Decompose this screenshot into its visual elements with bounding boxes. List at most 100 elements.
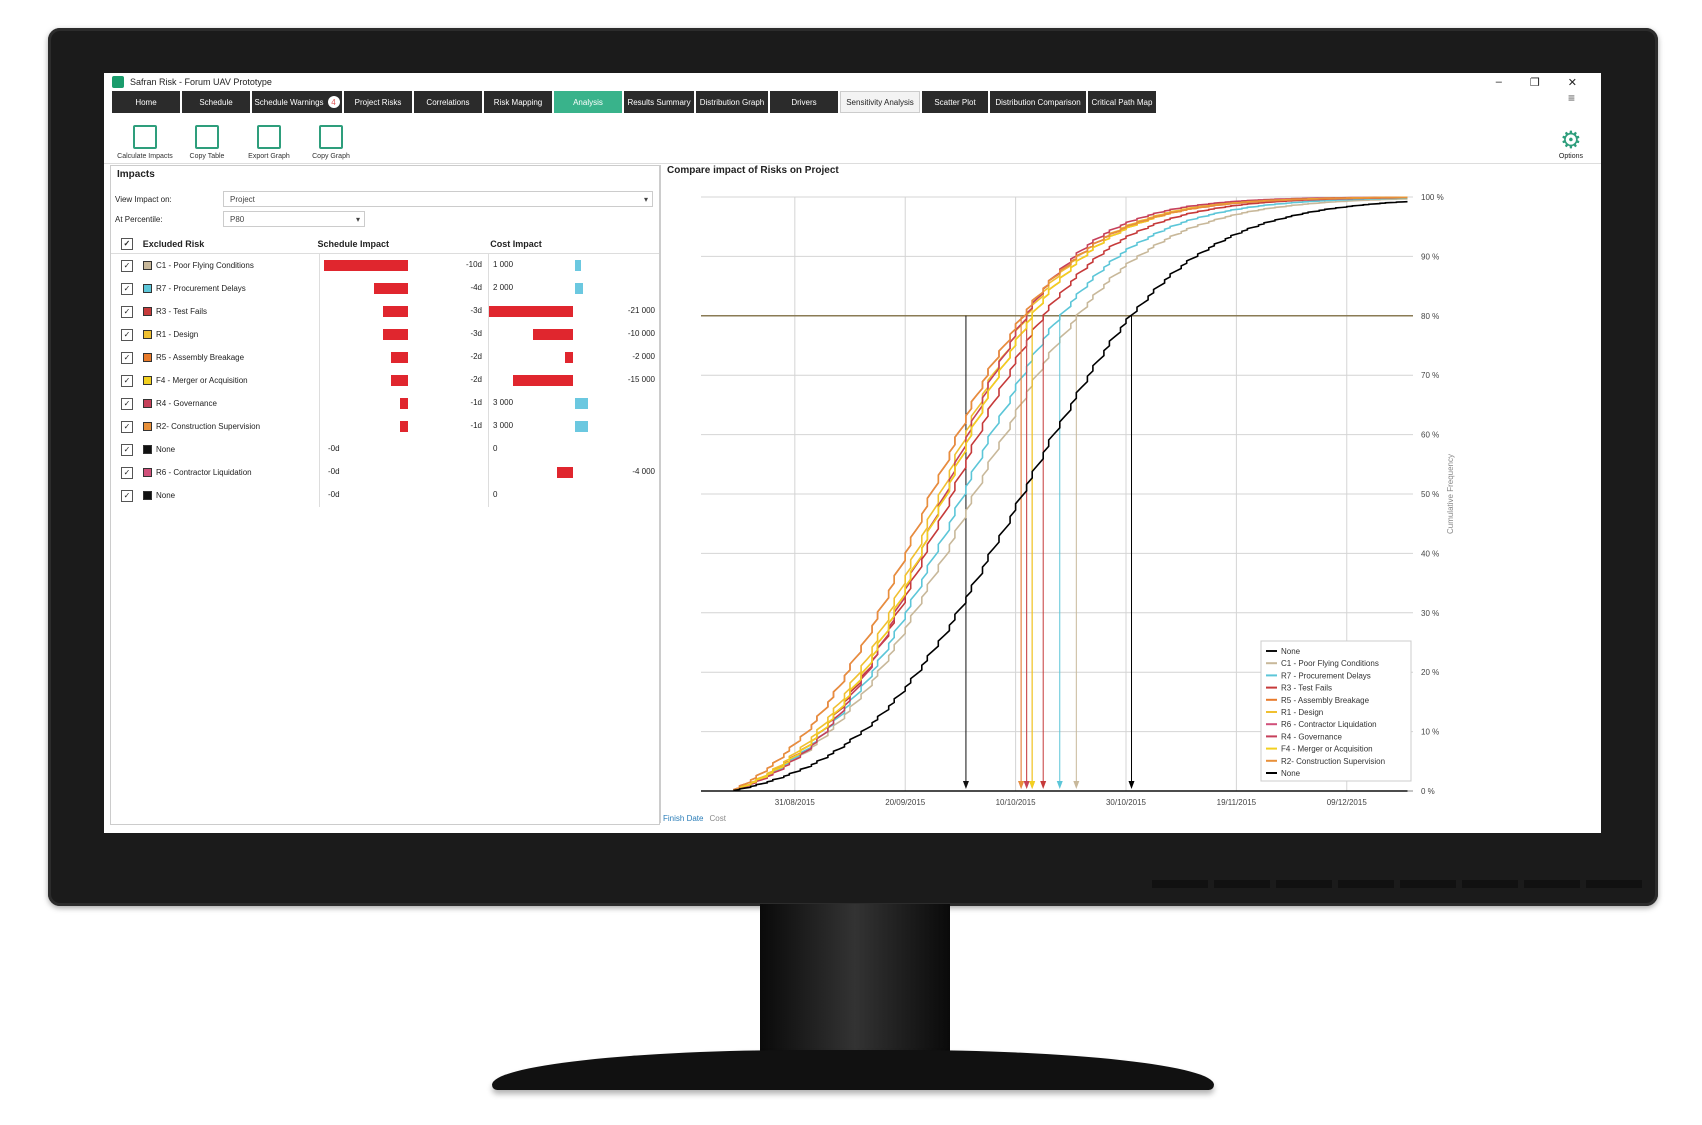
schedule-value: -3d [470, 329, 482, 338]
row-checkbox[interactable]: ✓ [121, 420, 133, 433]
table-row[interactable]: ✓ None -0d 0 [111, 438, 659, 461]
risk-color-swatch [143, 491, 152, 500]
schedule-bar [374, 283, 408, 294]
risk-color-swatch [143, 376, 152, 385]
table-row[interactable]: ✓ R5 - Assembly Breakage -2d -2 000 [111, 346, 659, 369]
calculator-icon [133, 125, 157, 149]
table-row[interactable]: ✓ R2- Construction Supervision -1d 3 000 [111, 415, 659, 438]
risk-color-swatch [143, 422, 152, 431]
y-axis-label: Cumulative Frequency [1446, 454, 1455, 534]
row-checkbox[interactable]: ✓ [121, 259, 133, 272]
tab-critical-path-map[interactable]: Critical Path Map [1088, 91, 1156, 113]
risk-color-swatch [143, 399, 152, 408]
cdf-series-line [733, 198, 1408, 791]
row-checkbox[interactable]: ✓ [121, 328, 133, 341]
risk-name: C1 - Poor Flying Conditions [156, 261, 254, 270]
p80-arrow [1040, 781, 1047, 789]
p80-arrow [1056, 781, 1063, 789]
maximize-button[interactable]: ❐ [1529, 76, 1540, 89]
row-checkbox[interactable]: ✓ [121, 397, 133, 410]
legend-entry: R1 - Design [1281, 708, 1323, 717]
tab-sensitivity-analysis[interactable]: Sensitivity Analysis [840, 91, 920, 113]
table-row[interactable]: ✓ None -0d 0 [111, 484, 659, 507]
row-checkbox[interactable]: ✓ [121, 466, 133, 479]
tab-label: Critical Path Map [1091, 97, 1153, 107]
export-graph-button[interactable]: Export Graph [238, 125, 300, 163]
row-checkbox[interactable]: ✓ [121, 351, 133, 364]
tab-label: Scatter Plot [934, 97, 976, 107]
row-checkbox[interactable]: ✓ [121, 305, 133, 318]
cost-impact-header[interactable]: Cost Impact [490, 239, 542, 249]
cost-bar [532, 329, 573, 340]
minimize-button[interactable]: – [1495, 75, 1502, 88]
x-tick-label: 19/11/2015 [1217, 798, 1257, 807]
tab-label: Drivers [791, 97, 817, 107]
percentile-select[interactable]: P80 [223, 211, 365, 227]
tab-cost[interactable]: Cost [709, 814, 726, 823]
schedule-bar [324, 260, 408, 271]
tab-analysis[interactable]: Analysis [554, 91, 622, 113]
tab-distribution-comparison[interactable]: Distribution Comparison [990, 91, 1086, 113]
row-checkbox[interactable]: ✓ [121, 282, 133, 295]
impacts-table-header: ✓ Excluded Risk Schedule Impact Cost Imp… [111, 235, 659, 254]
legend-entry: None [1281, 647, 1301, 656]
view-impact-select[interactable]: Project [223, 191, 653, 207]
tab-schedule-warnings[interactable]: Schedule Warnings 4 [252, 91, 342, 113]
table-row[interactable]: ✓ R6 - Contractor Liquidation -0d -4 000 [111, 461, 659, 484]
table-row[interactable]: ✓ R3 - Test Fails -3d -21 000 [111, 300, 659, 323]
row-checkbox[interactable]: ✓ [121, 374, 133, 387]
cost-bar [512, 375, 573, 386]
tab-label: Analysis [573, 97, 603, 107]
risk-name: R6 - Contractor Liquidation [156, 468, 252, 477]
schedule-impact-header[interactable]: Schedule Impact [317, 239, 389, 249]
tab-drivers[interactable]: Drivers [770, 91, 838, 113]
copy-table-label: Copy Table [189, 153, 225, 160]
legend-entry: None [1281, 769, 1301, 778]
copy-graph-button[interactable]: Copy Graph [300, 125, 362, 163]
view-impact-label: View Impact on: [115, 194, 172, 204]
tab-schedule[interactable]: Schedule [182, 91, 250, 113]
options-button[interactable]: ⚙ Options [1559, 129, 1583, 163]
table-row[interactable]: ✓ R4 - Governance -1d 3 000 [111, 392, 659, 415]
tab-risk-mapping[interactable]: Risk Mapping [484, 91, 552, 113]
risk-name: F4 - Merger or Acquisition [156, 376, 248, 385]
y-tick-label: 60 % [1421, 431, 1439, 440]
menu-icon[interactable]: ≡ [1567, 91, 1575, 105]
bottom-tabs: Finish Date Cost [663, 814, 726, 823]
table-row[interactable]: ✓ C1 - Poor Flying Conditions -10d 1 000 [111, 254, 659, 277]
table-row[interactable]: ✓ R1 - Design -3d -10 000 [111, 323, 659, 346]
excluded-risk-header[interactable]: Excluded Risk [142, 239, 205, 249]
tab-correlations[interactable]: Correlations [414, 91, 482, 113]
tab-finish-date[interactable]: Finish Date [663, 814, 704, 823]
cdf-series-line [733, 197, 1408, 791]
monitor-stand-foot [492, 1050, 1214, 1090]
select-all-checkbox[interactable]: ✓ [120, 238, 133, 250]
tab-scatter-plot[interactable]: Scatter Plot [922, 91, 988, 113]
schedule-bar [382, 329, 408, 340]
table-row[interactable]: ✓ R7 - Procurement Delays -4d 2 000 [111, 277, 659, 300]
table-row[interactable]: ✓ F4 - Merger or Acquisition -2d -15 000 [111, 369, 659, 392]
tab-home[interactable]: Home [112, 91, 180, 113]
close-button[interactable]: ✕ [1567, 76, 1577, 89]
copy-table-button[interactable]: Copy Table [176, 125, 238, 163]
row-checkbox[interactable]: ✓ [121, 489, 133, 502]
tab-label: Distribution Comparison [995, 97, 1081, 107]
tab-project-risks[interactable]: Project Risks [344, 91, 412, 113]
toolbar: Calculate Impacts Copy Table Export Grap… [104, 113, 1601, 164]
tab-label: Risk Mapping [493, 97, 543, 107]
chart-title: Compare impact of Risks on Project [667, 165, 839, 176]
legend-entry: R2- Construction Supervision [1281, 757, 1385, 766]
options-label: Options [1558, 153, 1583, 160]
monitor-vents [1152, 880, 1642, 888]
copy-graph-icon [319, 125, 343, 149]
p80-arrow [962, 781, 969, 789]
cdf-series-line [733, 200, 1408, 792]
cost-value: -15 000 [627, 375, 655, 384]
tab-distribution-graph[interactable]: Distribution Graph [696, 91, 768, 113]
calculate-impacts-button[interactable]: Calculate Impacts [114, 125, 176, 163]
row-checkbox[interactable]: ✓ [121, 443, 133, 456]
risk-name: None [156, 491, 176, 500]
tab-results-summary[interactable]: Results Summary [624, 91, 694, 113]
y-tick-label: 0 % [1421, 787, 1435, 796]
schedule-bar [399, 398, 408, 409]
